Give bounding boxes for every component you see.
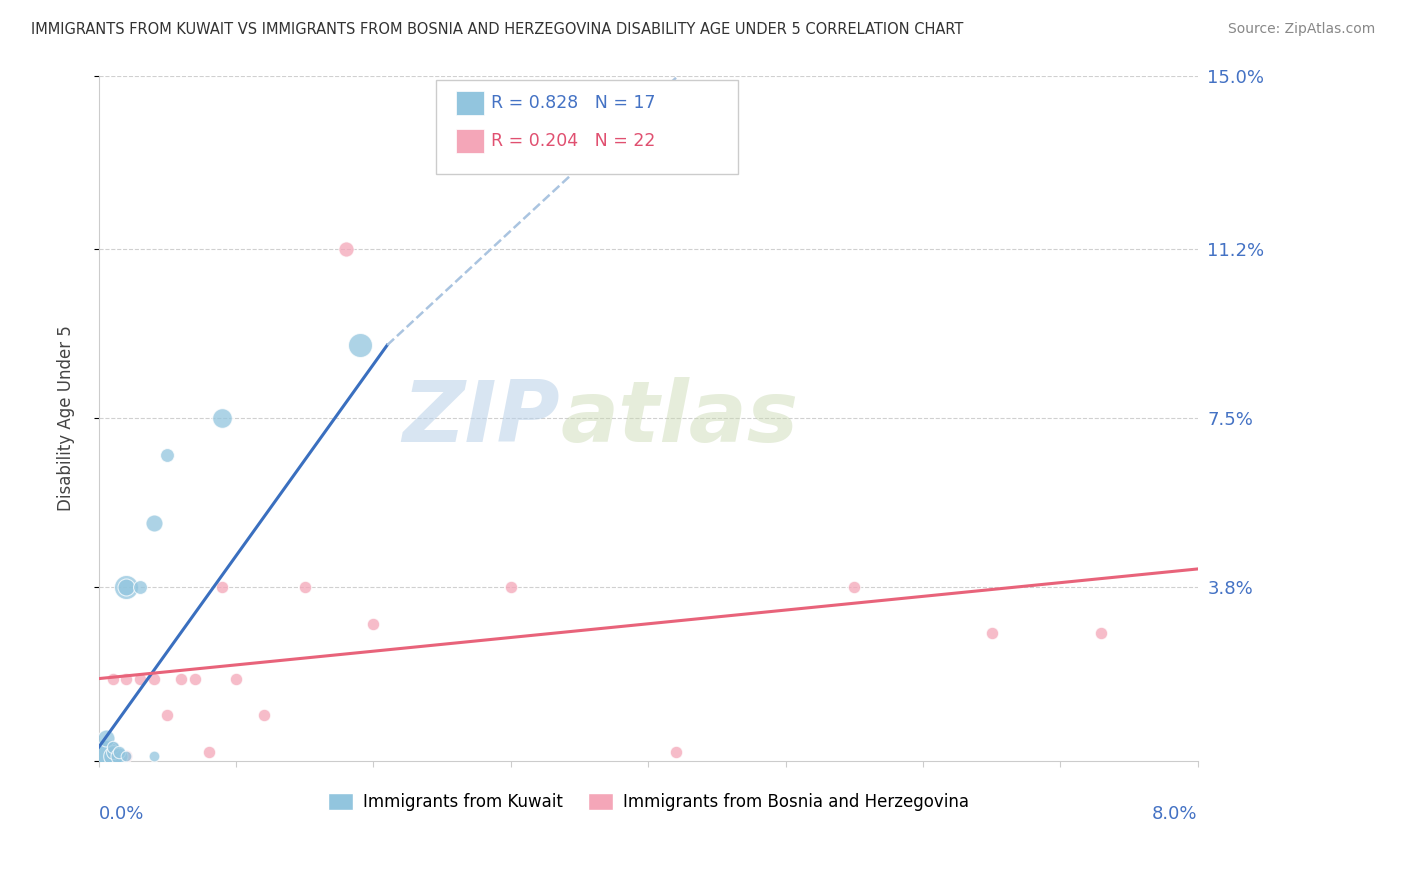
Point: [101, 749, 124, 764]
Point: [94, 749, 117, 764]
Legend: Immigrants from Kuwait, Immigrants from Bosnia and Herzegovina: Immigrants from Kuwait, Immigrants from …: [321, 786, 976, 818]
Point: [129, 580, 152, 594]
Point: [94, 731, 117, 745]
Point: [156, 448, 179, 462]
Point: [211, 411, 233, 425]
Point: [101, 740, 124, 755]
Point: [101, 672, 124, 686]
Point: [225, 672, 247, 686]
Text: 8.0%: 8.0%: [1152, 805, 1198, 823]
Point: [665, 745, 688, 759]
Point: [142, 749, 165, 764]
Point: [349, 338, 371, 352]
Text: Source: ZipAtlas.com: Source: ZipAtlas.com: [1227, 22, 1375, 37]
Point: [980, 626, 1002, 640]
Y-axis label: Disability Age Under 5: Disability Age Under 5: [58, 326, 75, 511]
Point: [108, 749, 131, 764]
Point: [101, 740, 124, 755]
Point: [363, 616, 385, 631]
Point: [335, 242, 357, 256]
Point: [108, 745, 131, 759]
Point: [101, 749, 124, 764]
Point: [94, 745, 117, 759]
Point: [115, 749, 138, 764]
Point: [170, 672, 193, 686]
Text: atlas: atlas: [561, 376, 799, 459]
Point: [115, 580, 138, 594]
Point: [115, 580, 138, 594]
Point: [115, 672, 138, 686]
Point: [142, 672, 165, 686]
Point: [499, 580, 522, 594]
Point: [211, 580, 233, 594]
Point: [252, 708, 274, 723]
Point: [184, 672, 207, 686]
Point: [115, 749, 138, 764]
Point: [294, 580, 316, 594]
Text: R = 0.828   N = 17: R = 0.828 N = 17: [491, 94, 655, 112]
Point: [156, 708, 179, 723]
Point: [129, 672, 152, 686]
Point: [1090, 626, 1112, 640]
Text: IMMIGRANTS FROM KUWAIT VS IMMIGRANTS FROM BOSNIA AND HERZEGOVINA DISABILITY AGE : IMMIGRANTS FROM KUWAIT VS IMMIGRANTS FRO…: [31, 22, 963, 37]
Text: R = 0.204   N = 22: R = 0.204 N = 22: [491, 132, 655, 150]
Text: 0.0%: 0.0%: [98, 805, 145, 823]
Point: [101, 745, 124, 759]
Point: [197, 745, 219, 759]
Point: [142, 516, 165, 531]
Text: ZIP: ZIP: [402, 376, 561, 459]
Point: [844, 580, 866, 594]
